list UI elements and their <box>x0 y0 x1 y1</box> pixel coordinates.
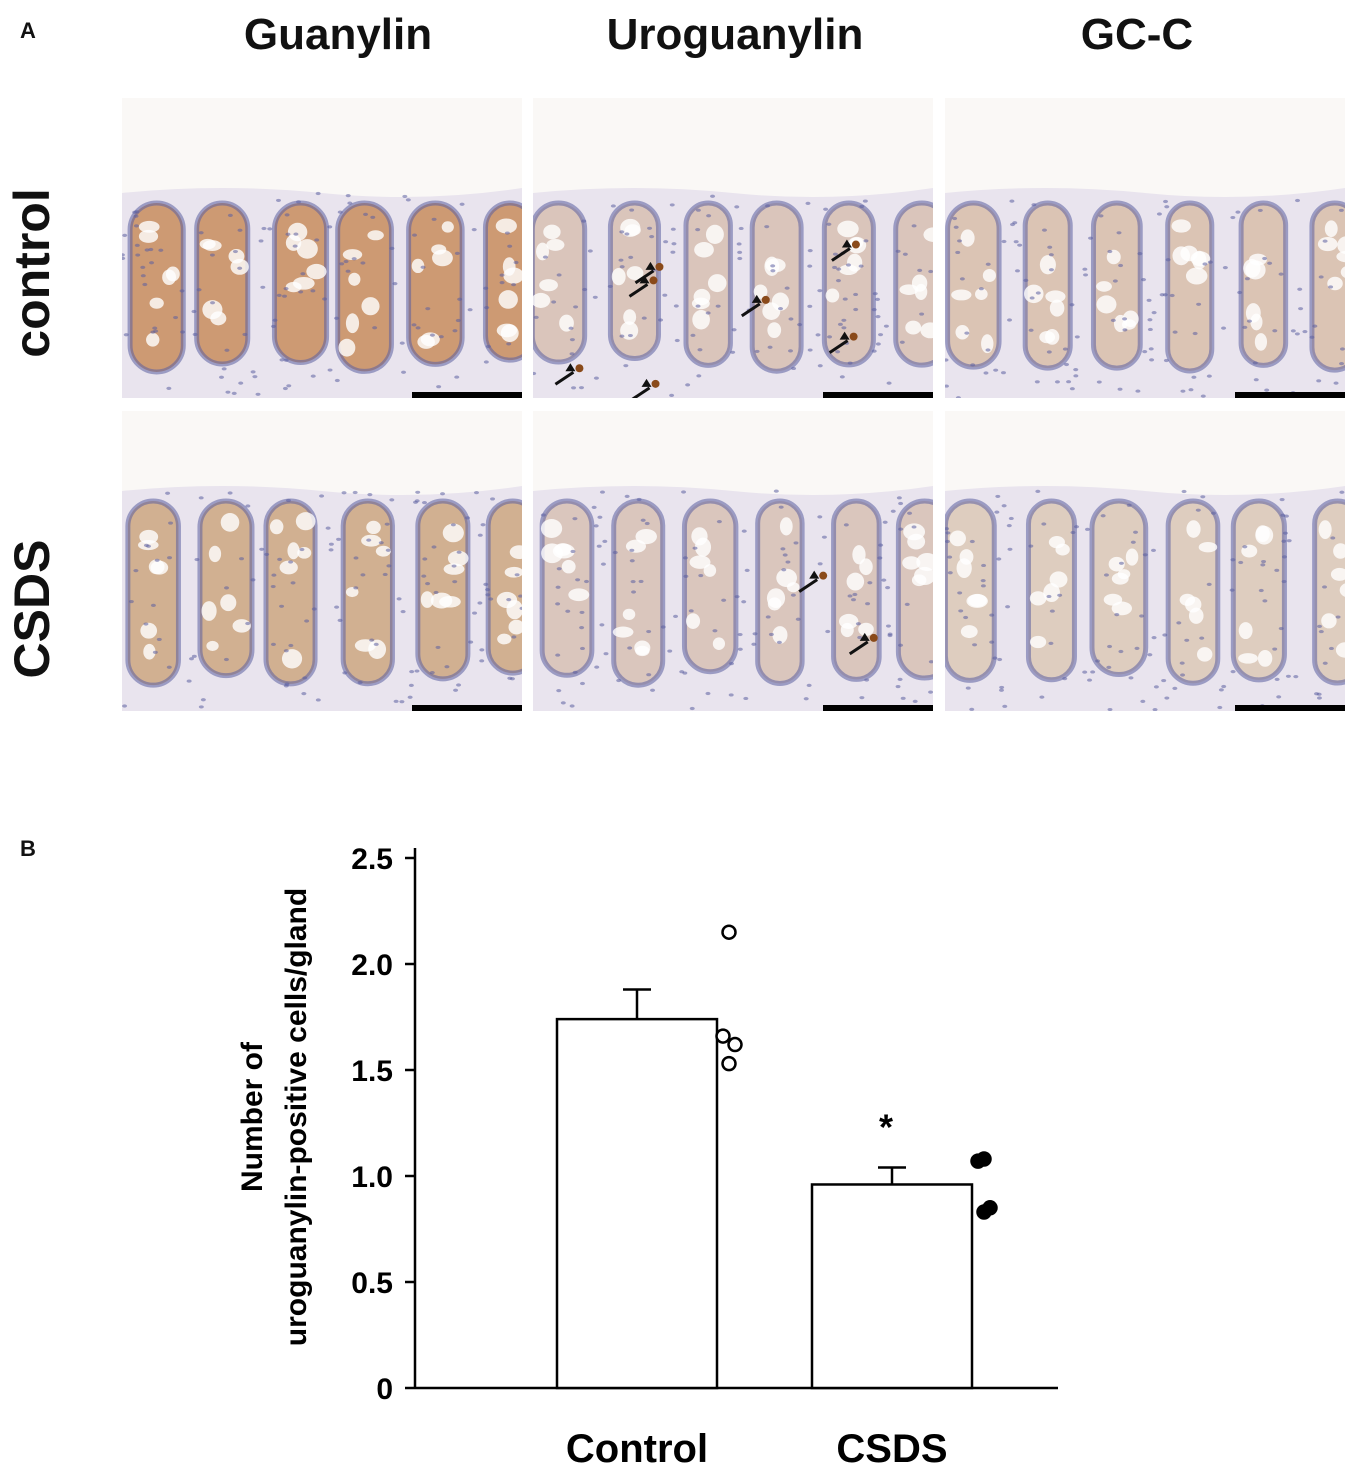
panel-b-letter: B <box>20 836 36 861</box>
micrograph-control-guanylin <box>122 98 522 398</box>
column-title-gcc: GC-C <box>1080 10 1194 59</box>
data-point <box>970 1153 986 1169</box>
data-point <box>721 924 737 940</box>
y-axis-label-line2: uroguanylin-positive cells/gland <box>280 888 313 1346</box>
y-tick-label: 1.0 <box>351 1161 393 1194</box>
column-title-uroguanylin: Uroguanylin <box>606 10 864 59</box>
y-tick-label: 2.5 <box>351 843 393 876</box>
panel-a-letter: A <box>20 18 36 43</box>
y-axis-label-line1: Number of <box>236 1041 269 1192</box>
data-point <box>721 1055 737 1072</box>
micrograph-csds-uroguanylin <box>533 411 933 711</box>
micrograph-control-gcc <box>945 98 1345 398</box>
micrograph-control-uroguanylin <box>533 98 933 398</box>
micrograph-csds-gcc <box>945 411 1345 711</box>
significance-marker: * <box>879 1107 893 1148</box>
y-tick-label: 1.5 <box>351 1055 393 1088</box>
data-point <box>727 1036 743 1053</box>
y-tick-label: 2.0 <box>351 949 393 982</box>
data-point <box>976 1204 992 1220</box>
y-tick-label: 0.5 <box>351 1267 393 1300</box>
bar-csds <box>810 1183 974 1390</box>
column-title-guanylin: Guanylin <box>243 10 433 59</box>
bar-control <box>555 1017 719 1390</box>
micrograph-csds-guanylin <box>122 411 522 711</box>
x-tick-label: Control <box>566 1427 708 1467</box>
x-tick-label: CSDS <box>836 1427 947 1467</box>
data-point <box>715 1028 731 1044</box>
y-tick-label: 0 <box>376 1373 393 1406</box>
